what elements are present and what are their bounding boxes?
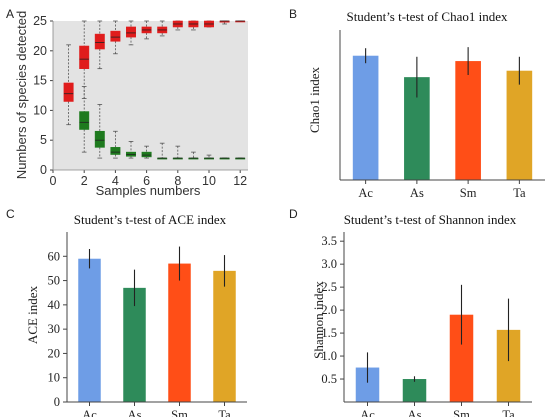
- panel-d-ytick-label: 1.0: [321, 349, 337, 363]
- panel-b-bar-chart: Ac As Sm Ta: [339, 30, 545, 200]
- panel-c-ytick-label: 10: [48, 371, 61, 385]
- panel-b-bar: [455, 61, 481, 181]
- panel-a-ytick-label: 10: [33, 103, 47, 117]
- panel-d-ytick-label: 2.0: [321, 303, 337, 317]
- panel-d-ytick-label: 3.5: [321, 234, 337, 248]
- green-box: [94, 130, 105, 148]
- panel-c-ytick-label: 40: [48, 298, 61, 312]
- red-box: [94, 33, 105, 50]
- panel-c-xtick-label: Ac: [82, 408, 97, 417]
- panel-c-ylabel: ACE index: [25, 285, 40, 344]
- panel-d-ylabel: Shannon index: [311, 281, 326, 359]
- panel-c-ytick-label: 50: [48, 274, 61, 288]
- red-box: [126, 26, 136, 38]
- panel-c-bar: [123, 287, 146, 402]
- panel-c-title: Student’s t-test of ACE index: [74, 212, 227, 227]
- panel-d-ytick-label: 2.5: [321, 280, 337, 294]
- panel-b-title: Student’s t-test of Chao1 index: [346, 9, 508, 24]
- panel-a-ytick-label: 0: [40, 163, 47, 177]
- panel-d-title: Student’s t-test of Shannon index: [344, 212, 517, 227]
- panel-c-xtick-label: As: [128, 408, 142, 417]
- panel-letter-d: D: [289, 207, 298, 221]
- panel-d-ytick-label: 0.5: [321, 372, 337, 386]
- panel-d-ytick-label: 1.5: [321, 326, 337, 340]
- green-box: [110, 147, 121, 155]
- panel-d-xtick-label: Ta: [502, 408, 515, 417]
- panel-a-plot-area: [53, 21, 248, 170]
- green-box: [141, 151, 152, 158]
- panel-d-bar: [402, 379, 427, 402]
- panel-d-xtick-label: As: [408, 408, 422, 417]
- panel-c-ytick-label: 0: [54, 395, 60, 409]
- panel-c-xtick-label: Sm: [171, 408, 188, 417]
- panel-a-xtick-label: 4: [112, 174, 119, 188]
- panel-d-bar: [496, 329, 521, 402]
- panel-d-bar: [449, 314, 474, 402]
- panel-c-ytick-label: 60: [48, 249, 61, 263]
- panel-c-xtick-label: Ta: [218, 408, 231, 417]
- panel-b-bar: [352, 55, 379, 180]
- panel-a-ylabel: Numbers of species detected: [14, 11, 29, 179]
- panel-d-ytick-label: 3.0: [321, 257, 337, 271]
- panel-b-ylabel: Chao1 index: [307, 66, 322, 133]
- panel-letter-b: B: [289, 7, 297, 21]
- panel-a-ytick-label: 20: [33, 44, 47, 58]
- panel-c-bar-chart: Ac As Sm Ta 0 10 20 30 40 50 60: [48, 232, 247, 417]
- panel-c-ytick-label: 20: [48, 346, 61, 360]
- red-box: [79, 45, 90, 69]
- panel-letter-c: C: [6, 207, 15, 221]
- panel-a-ytick-label: 25: [33, 14, 47, 28]
- panel-c-bar: [213, 270, 236, 402]
- red-box: [63, 82, 74, 102]
- panel-d-xtick-label: Ac: [360, 408, 375, 417]
- panel-c-bar: [168, 263, 191, 402]
- panel-letter-a: A: [6, 7, 14, 21]
- panel-d-bar-chart: Ac As Sm Ta 0.5 1.0 1.5 2.0 2.5 3.0 3.5: [321, 232, 532, 417]
- panel-a-xtick-label: 2: [81, 174, 88, 188]
- panel-b-xtick-label: Ac: [358, 186, 373, 200]
- green-box: [79, 111, 90, 130]
- panel-b-xtick-label: As: [410, 186, 424, 200]
- panel-a-xtick-label: 12: [233, 174, 247, 188]
- panel-a-ytick-label: 5: [40, 133, 47, 147]
- panel-b-xtick-label: Sm: [460, 186, 477, 200]
- panel-b-bar: [506, 70, 533, 180]
- panel-a-xlabel: Samples numbers: [96, 183, 201, 198]
- panel-a-ytick-label: 15: [33, 74, 47, 88]
- panel-a-xtick-label: 6: [143, 174, 150, 188]
- panel-a-xtick-label: 10: [202, 174, 216, 188]
- red-box: [110, 30, 121, 42]
- panel-a-boxplot: 0 5 10 15 20 25 0 2 4 6 8 10 12: [33, 14, 248, 188]
- panel-c-bar: [78, 258, 101, 402]
- panel-a-xtick-label: 8: [174, 174, 181, 188]
- panel-c-ytick-label: 30: [48, 322, 61, 336]
- panel-a-xtick-label: 0: [50, 174, 57, 188]
- panel-b-xtick-label: Ta: [513, 186, 526, 200]
- panel-d-bar: [355, 367, 380, 402]
- panel-d-xtick-label: Sm: [453, 408, 470, 417]
